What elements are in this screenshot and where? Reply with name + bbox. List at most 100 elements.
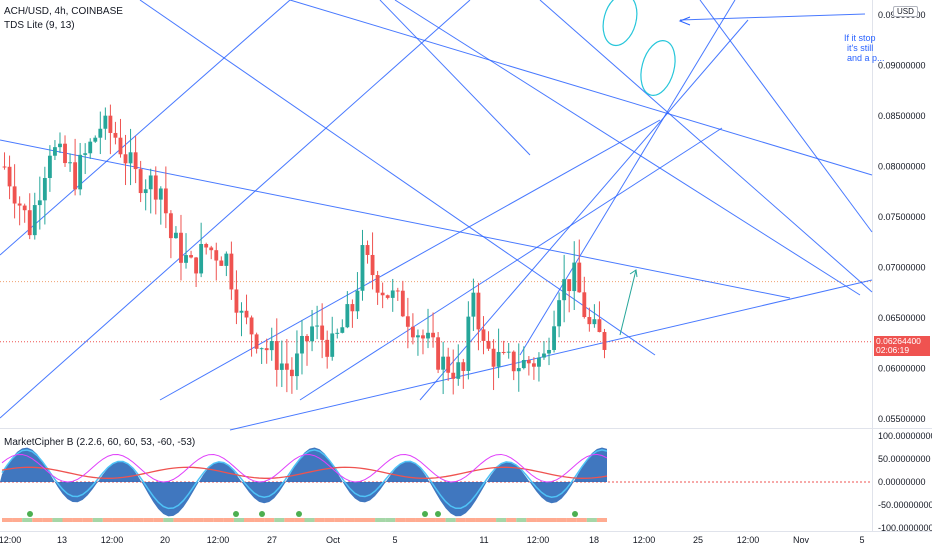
candle-body: [552, 326, 556, 350]
candle: [537, 352, 541, 382]
candle-body: [204, 244, 209, 248]
projection-arrow-head: [629, 269, 638, 278]
candle-body: [421, 335, 425, 339]
buy-signal-dot: [572, 511, 578, 517]
candle: [602, 328, 607, 359]
candle: [123, 134, 128, 186]
time-axis-label: 18: [589, 535, 599, 545]
status-bar-segment: [455, 518, 466, 522]
candle: [168, 210, 173, 259]
candle-body: [547, 349, 551, 354]
status-bar-segment: [32, 518, 43, 522]
candle: [310, 309, 314, 352]
candle-body: [128, 152, 133, 164]
indicator-label-tds[interactable]: TDS Lite (9, 13): [4, 20, 75, 31]
candle: [73, 138, 78, 196]
candle-body: [481, 329, 486, 341]
candle-body: [138, 169, 143, 194]
candle: [42, 166, 47, 225]
status-bar-segment: [445, 518, 456, 522]
candle-body: [572, 262, 577, 292]
candle-body: [400, 290, 405, 317]
candle: [118, 118, 123, 158]
candle: [249, 315, 254, 357]
price-axis-label: 0.08500000: [878, 111, 926, 121]
wave-trend-area: [0, 447, 607, 517]
status-bar-segment: [22, 518, 33, 522]
time-axis-label: 12:00: [527, 535, 550, 545]
candle-body: [350, 304, 355, 312]
status-bar-segment: [62, 518, 73, 522]
status-bar-segment: [435, 518, 446, 522]
currency-badge[interactable]: USD: [893, 6, 918, 17]
annotation-text-line-3: and a p...: [847, 53, 885, 63]
candle-body: [133, 152, 138, 170]
candle-body: [390, 290, 395, 298]
candle: [491, 339, 496, 391]
buy-signal-dot: [27, 511, 33, 517]
status-bar-segment: [516, 518, 527, 522]
candle-body: [27, 210, 32, 236]
candle-body: [47, 155, 52, 178]
candle: [148, 168, 153, 214]
candle: [47, 145, 52, 192]
candle: [204, 242, 209, 255]
candle-body: [491, 348, 496, 367]
candle: [22, 203, 27, 223]
money-flow-line: [1, 466, 608, 479]
status-bar-segment: [375, 518, 386, 522]
status-bar-segment: [72, 518, 83, 522]
candle: [330, 316, 335, 361]
candle: [516, 343, 521, 392]
candle-body: [269, 341, 274, 351]
candle-body: [501, 351, 506, 353]
candle-body: [410, 326, 415, 338]
candle-body: [234, 289, 239, 313]
status-bar-segment: [123, 518, 134, 522]
candle: [279, 340, 284, 388]
candle: [53, 140, 57, 161]
trendline: [379, 0, 531, 156]
bar-countdown: 02:06:19: [876, 345, 910, 355]
candle: [577, 239, 582, 293]
candle-body: [274, 341, 279, 370]
trendline: [229, 279, 873, 431]
candle-body: [108, 115, 113, 133]
candle-body: [446, 356, 451, 373]
candle: [179, 214, 183, 281]
candle: [108, 104, 113, 155]
candle: [143, 179, 148, 211]
status-bar-segment: [475, 518, 486, 522]
candle: [68, 153, 72, 172]
candle-body: [375, 275, 380, 293]
symbol-title[interactable]: ACH/USD, 4h, COINBASE: [4, 6, 123, 17]
candle-body: [7, 166, 12, 187]
candle: [441, 341, 446, 395]
candle: [375, 270, 380, 305]
candle-body: [542, 353, 546, 358]
candle: [395, 287, 400, 301]
candle-body: [199, 244, 204, 274]
status-bar-segment: [284, 518, 295, 522]
candle: [380, 282, 385, 309]
candle: [17, 196, 22, 226]
candle: [12, 164, 17, 219]
candle-body: [305, 335, 309, 342]
trendline: [289, 0, 873, 176]
indicator-label-marketcipher[interactable]: MarketCipher B (2.2.6, 60, 60, 53, -60, …: [4, 437, 196, 448]
candle: [199, 222, 204, 278]
candle-body: [12, 186, 17, 204]
candle: [542, 341, 546, 360]
candle-body: [73, 162, 78, 190]
candle-body: [32, 205, 37, 236]
candle-body: [385, 295, 390, 298]
candle: [557, 292, 562, 338]
candle: [552, 310, 556, 353]
status-bar-segment: [324, 518, 335, 522]
osc-axis-label: 50.00000000: [878, 454, 931, 464]
candle-body: [602, 332, 607, 350]
status-bar-segment: [52, 518, 63, 522]
price-axis-label: 0.06500000: [878, 313, 926, 323]
candle-body: [153, 175, 158, 200]
